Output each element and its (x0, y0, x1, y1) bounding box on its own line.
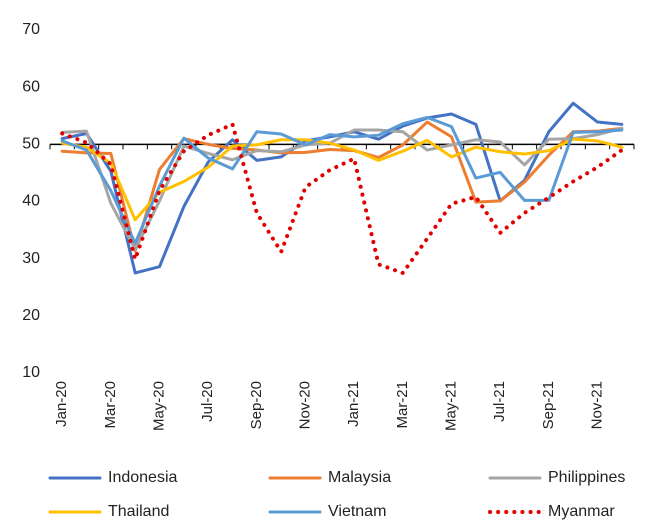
y-tick-label: 40 (22, 193, 40, 210)
y-tick-label: 60 (22, 78, 40, 95)
x-tick-label: Jul-20 (199, 381, 216, 422)
series-line (60, 120, 624, 253)
y-tick-label: 10 (22, 364, 40, 381)
y-tick-label: 30 (22, 250, 40, 267)
x-tick-label: Nov-20 (296, 381, 313, 429)
x-tick-label: May-20 (150, 381, 167, 431)
legend-label: Vietnam (328, 503, 386, 520)
series-line (60, 122, 624, 275)
y-tick-label: 70 (22, 21, 40, 38)
series-line (60, 115, 624, 245)
x-tick-label: Mar-20 (102, 381, 119, 429)
legend-label: Malaysia (328, 469, 391, 486)
x-tick-label: Jan-20 (53, 381, 70, 427)
y-tick-label: 50 (22, 136, 40, 153)
x-tick-label: Jan-21 (345, 381, 362, 427)
x-tick-label: Mar-21 (394, 381, 411, 429)
x-tick-label: Jul-21 (491, 381, 508, 422)
y-tick-label: 20 (22, 307, 40, 324)
series-line (60, 101, 624, 275)
legend-label: Philippines (548, 469, 625, 486)
legend-label: Indonesia (108, 469, 177, 486)
x-tick-label: Sep-21 (540, 381, 557, 429)
x-tick-label: Sep-20 (248, 381, 265, 429)
legend-label: Thailand (108, 503, 169, 520)
legend-label: Myanmar (548, 503, 615, 520)
x-tick-label: Nov-21 (588, 381, 605, 429)
x-tick-label: May-21 (442, 381, 459, 431)
